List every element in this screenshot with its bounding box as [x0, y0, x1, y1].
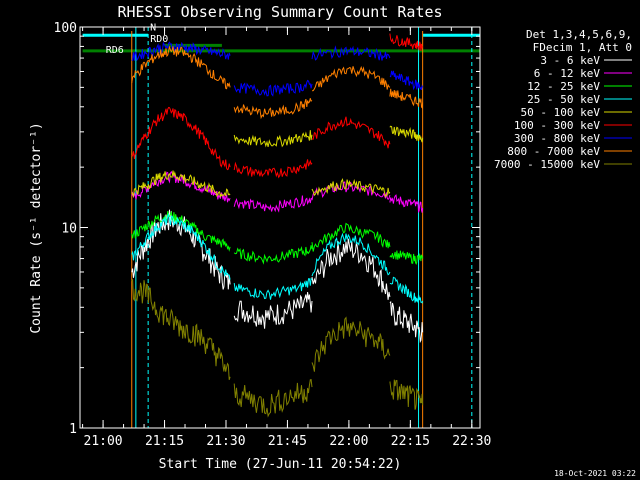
series-line	[233, 277, 313, 300]
legend-label: 12 - 25 keV	[527, 80, 600, 93]
series-line	[233, 159, 313, 179]
y-tick-label: 1	[69, 422, 77, 437]
series-line	[233, 291, 313, 329]
x-tick-label: 21:30	[206, 434, 245, 449]
series-line	[311, 65, 391, 92]
series-line	[311, 116, 391, 149]
series-line	[131, 170, 231, 203]
series-line	[131, 212, 231, 280]
x-tick-label: 22:15	[391, 434, 430, 449]
series-line	[311, 178, 391, 198]
series-50-100-keV	[131, 125, 424, 198]
series-6-12-keV	[131, 170, 424, 214]
annotation-rd0: RD0	[150, 34, 168, 45]
series-25-50-keV	[131, 212, 424, 304]
timestamp-label: 18-Oct-2021 03:22	[554, 469, 636, 478]
series-3-6-keV	[131, 209, 424, 344]
series-line	[311, 316, 391, 372]
legend-header-2: FDecim 1, Att 0	[533, 41, 632, 54]
legend-label: 100 - 300 keV	[514, 119, 600, 132]
series-line	[389, 250, 424, 265]
y-tick-label: 10	[61, 222, 77, 237]
series-line	[311, 238, 391, 300]
series-line	[131, 279, 231, 381]
series-line	[311, 232, 391, 277]
x-tick-label: 21:15	[145, 434, 184, 449]
series-line	[311, 45, 391, 61]
series-line	[389, 70, 424, 91]
legend-label: 25 - 50 keV	[527, 93, 600, 106]
series-line	[233, 98, 313, 120]
series-line	[131, 106, 231, 171]
legend-label: 50 - 100 keV	[521, 106, 601, 119]
x-tick-label: 22:30	[452, 434, 491, 449]
y-axis-label: Count Rate (s⁻¹ detector⁻¹)	[29, 122, 44, 333]
x-axis-label: Start Time (27-Jun-11 20:54:22)	[159, 457, 402, 472]
legend-header-1: Det 1,3,4,5,6,9,	[526, 28, 632, 41]
series-line	[389, 300, 424, 344]
legend-label: 7000 - 15000 keV	[494, 158, 600, 171]
axes: 21:00 21:15 21:30 21:45 22:00 22:15 22:30 1 10 10…	[54, 21, 492, 449]
y-tick-label: 100	[54, 21, 77, 36]
x-tick-label: 21:45	[268, 434, 307, 449]
legend-label: 800 - 7000 keV	[507, 145, 600, 158]
series-line	[233, 130, 313, 148]
series-line	[389, 276, 424, 304]
series-line	[131, 46, 231, 90]
series-line	[233, 195, 313, 213]
annotation-n: N	[150, 23, 156, 34]
series-100-300-keV	[131, 33, 424, 179]
series-line	[131, 209, 231, 290]
series-line	[389, 379, 424, 410]
series-line	[233, 79, 313, 97]
legend-label: 300 - 800 keV	[514, 132, 600, 145]
series-800-7000-keV	[131, 46, 424, 120]
annotation-rd6: RD6	[106, 45, 124, 56]
series-line	[131, 170, 231, 198]
series-line	[311, 181, 391, 201]
series-line	[389, 33, 424, 51]
series-7000-15000-keV	[131, 279, 424, 418]
series-line	[389, 125, 424, 143]
series-line	[389, 194, 424, 214]
legend-label: 3 - 6 keV	[540, 54, 600, 67]
series-line	[233, 378, 313, 418]
x-tick-label: 21:00	[84, 434, 123, 449]
x-tick-label: 22:00	[329, 434, 368, 449]
series-line	[389, 88, 424, 109]
chart-title: RHESSI Observing Summary Count Rates	[117, 3, 442, 21]
series-line	[311, 222, 391, 252]
legend-label: 6 - 12 keV	[534, 67, 601, 80]
series-line	[233, 245, 313, 265]
